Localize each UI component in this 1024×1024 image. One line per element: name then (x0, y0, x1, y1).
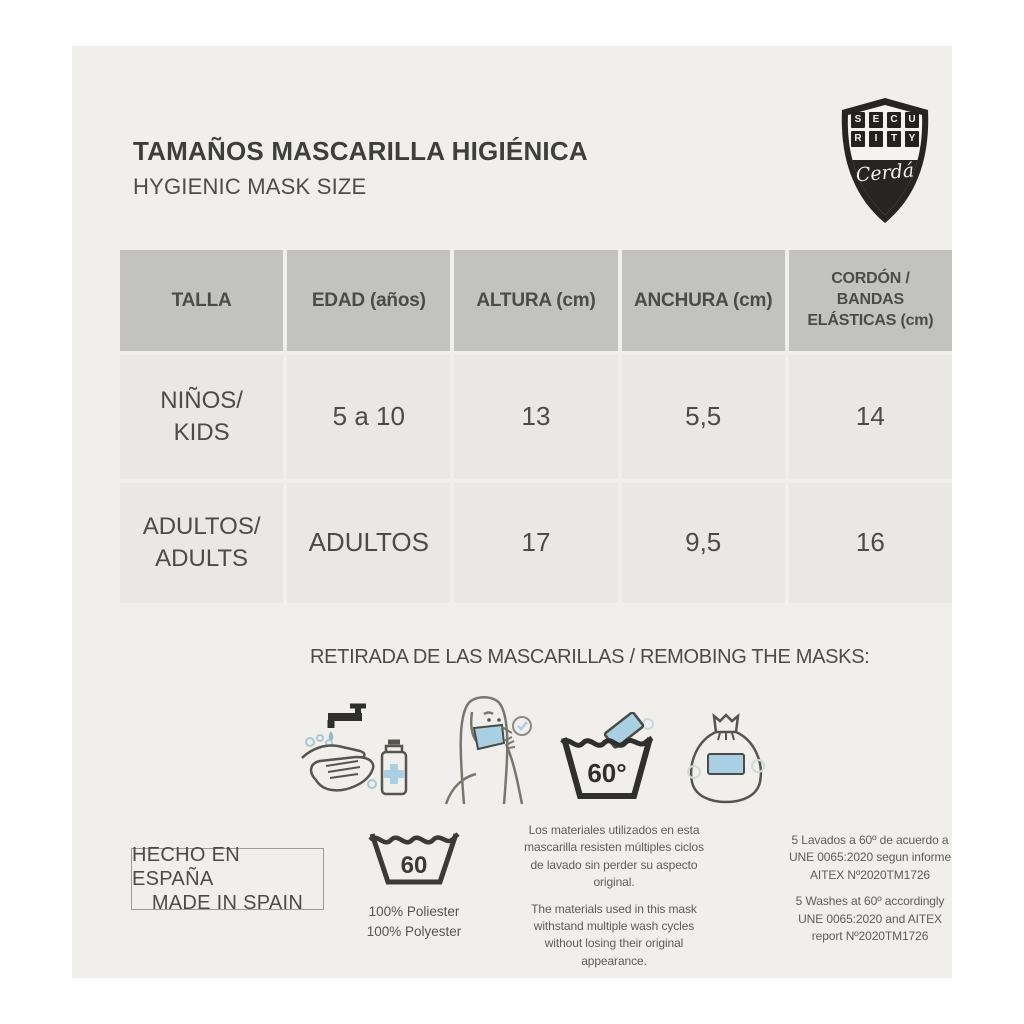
logo-letter-tile: T (887, 131, 901, 147)
logo-letter-tile: U (905, 112, 919, 128)
sanitizer-bottle (380, 739, 408, 796)
removal-icons-row: 60° (298, 678, 798, 806)
product-card: TAMAÑOS MASCARILLA HIGIÉNICA HYGIENIC MA… (72, 46, 952, 978)
dispose-bag-icon (687, 713, 765, 804)
made-in-line-es: HECHO EN ESPAÑA (132, 844, 240, 890)
table-cell: ADULTOS (287, 483, 451, 603)
logo-letter-tile: Y (905, 131, 919, 147)
table-cell: ADULTOS/ ADULTS (120, 483, 284, 603)
table-cell: 14 (788, 355, 952, 479)
page-title: TAMAÑOS MASCARILLA HIGIÉNICA (133, 136, 588, 166)
wash-temp-label: 60 (401, 852, 428, 879)
mask-strap (501, 726, 513, 742)
page-subtitle: HYGIENIC MASK SIZE (133, 174, 367, 199)
wash-hands-icon (301, 703, 408, 796)
material-label-es: 100% Poliester (368, 904, 460, 919)
material-label-en: 100% Polyester (366, 924, 462, 940)
size-table: TALLA EDAD (años) ALTURA (cm) ANCHURA (c… (120, 250, 952, 603)
logo-letter-tiles: S E C U R I T Y (834, 112, 936, 147)
washes-text-en: 5 Washes at 60º accordingly UNE 0065:202… (795, 894, 945, 943)
logo-letter-tile: R (851, 131, 865, 147)
brand-logo: S E C U R I T Y Cerdá (834, 96, 936, 226)
table-cell: 9,5 (621, 483, 785, 603)
face-mask (472, 723, 506, 751)
table-cell: 13 (454, 355, 618, 479)
logo-letter-tile: S (851, 112, 865, 128)
table-cell: 16 (788, 483, 952, 603)
made-in-line-en: MADE IN SPAIN (151, 892, 304, 914)
column-header: CORDÓN / BANDAS ELÁSTICAS (cm) (788, 250, 952, 351)
logo-letter-tile: I (869, 131, 883, 147)
removal-section-title: RETIRADA DE LAS MASCARILLAS / REMOBING T… (310, 646, 870, 668)
wash-symbol-block: 60 100% Poliester 100% Polyester (362, 826, 466, 943)
medical-cross (384, 764, 404, 784)
washes-text-block: 5 Lavados a 60º de acuerdo a UNE 0065:20… (784, 832, 956, 954)
logo-letter-tile: E (869, 112, 883, 128)
check-mark (517, 721, 528, 731)
table-cell: 5 a 10 (287, 355, 451, 479)
basin-temp-label: 60° (587, 758, 626, 788)
materials-text-es: Los materiales utilizados en esta mascar… (524, 823, 704, 890)
water-drop (328, 731, 334, 741)
materials-text-block: Los materiales utilizados en esta mascar… (518, 822, 710, 979)
table-cell: 17 (454, 483, 618, 603)
remove-mask-icon (444, 696, 532, 805)
table-cell: NIÑOS/ KIDS (120, 355, 284, 479)
washes-text-es: 5 Lavados a 60º de acuerdo a UNE 0065:20… (788, 833, 952, 882)
materials-text-en: The materials used in this mask withstan… (531, 901, 697, 968)
column-header: ANCHURA (cm) (621, 250, 785, 351)
wash-60-icon: 60° (560, 712, 654, 799)
made-in-box: HECHO EN ESPAÑA MADE IN SPAIN (131, 844, 324, 914)
logo-letter-tile: C (887, 112, 901, 128)
wash-temp-icon: 60 (368, 832, 460, 885)
column-header: ALTURA (cm) (454, 250, 618, 351)
column-header: TALLA (120, 250, 284, 351)
shield-icon (841, 98, 929, 223)
mask-in-bag (707, 753, 745, 775)
table-cell: 5,5 (621, 355, 785, 479)
column-header: EDAD (años) (287, 250, 451, 351)
